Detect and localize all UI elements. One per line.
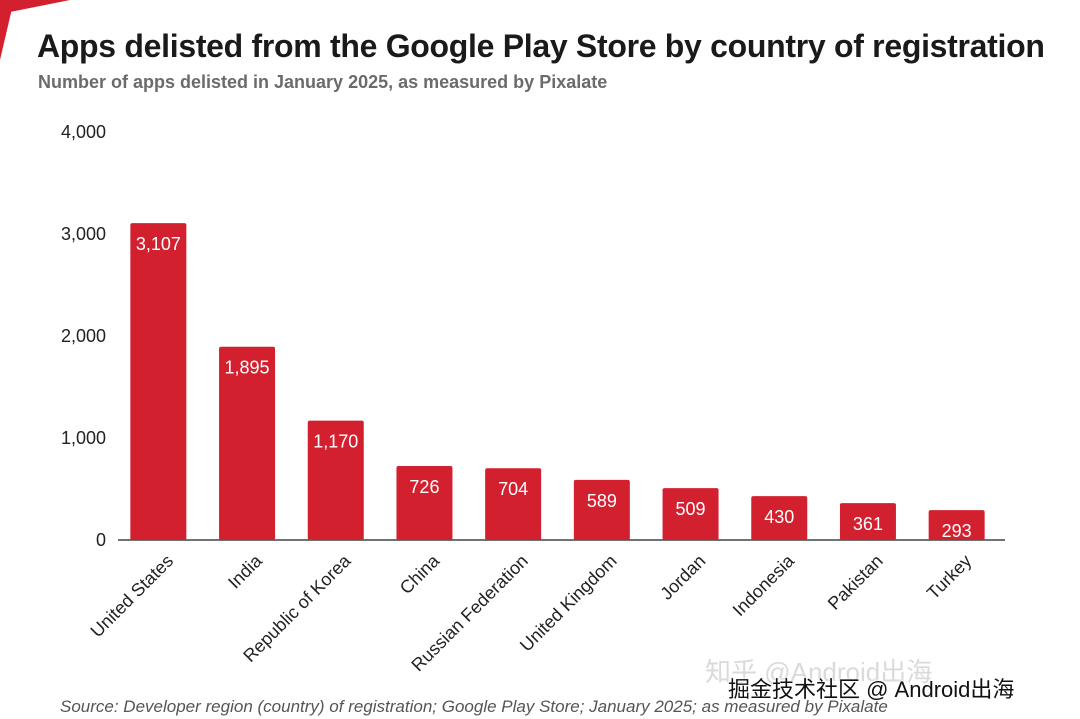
bar	[485, 468, 542, 540]
bar	[928, 510, 985, 540]
x-tick-label: India	[224, 550, 266, 592]
bar-data-label: 3,107	[136, 234, 181, 254]
x-tick-label: China	[396, 550, 444, 598]
bar	[219, 346, 276, 540]
bar	[662, 488, 719, 540]
bar-data-label: 1,170	[313, 432, 358, 452]
corner-accent-stripe	[0, 0, 14, 60]
y-tick-label: 2,000	[61, 326, 106, 346]
x-tick-label: Indonesia	[729, 550, 799, 620]
chart-subtitle: Number of apps delisted in January 2025,…	[38, 72, 608, 92]
watermark-faded: 知乎 @Android出海	[705, 657, 933, 687]
x-tick-label: Turkey	[923, 551, 976, 604]
y-tick-label: 1,000	[61, 428, 106, 448]
corner-accent	[0, 0, 70, 14]
y-tick-label: 4,000	[61, 122, 106, 142]
bar-data-label: 726	[409, 477, 439, 497]
bar	[307, 420, 364, 540]
bar	[751, 496, 808, 540]
source-note: Source: Developer region (country) of re…	[60, 697, 888, 716]
x-tick-label: Jordan	[656, 551, 709, 604]
chart-title: Apps delisted from the Google Play Store…	[37, 28, 1045, 64]
bar-data-label: 1,895	[225, 358, 270, 378]
bar-data-label: 293	[942, 521, 972, 541]
bar-data-label: 430	[764, 507, 794, 527]
bar	[839, 503, 896, 540]
bar-data-label: 361	[853, 514, 883, 534]
x-tick-label: Pakistan	[824, 551, 887, 614]
bar-chart: 0 1,000 2,000 3,000 4,000 3,107 United States 1…	[61, 122, 1005, 675]
bar-data-label: 509	[676, 499, 706, 519]
bar-data-label: 589	[587, 491, 617, 511]
bar-data-label: 704	[498, 479, 528, 499]
bar	[130, 223, 187, 540]
x-tick-label: United States	[87, 551, 178, 642]
bar	[396, 465, 453, 540]
x-tick-label: United Kingdom	[516, 551, 621, 656]
y-tick-label: 0	[96, 530, 106, 550]
watermark: 掘金技术社区 @ Android出海	[728, 677, 1015, 702]
y-tick-label: 3,000	[61, 224, 106, 244]
bar	[573, 479, 630, 540]
